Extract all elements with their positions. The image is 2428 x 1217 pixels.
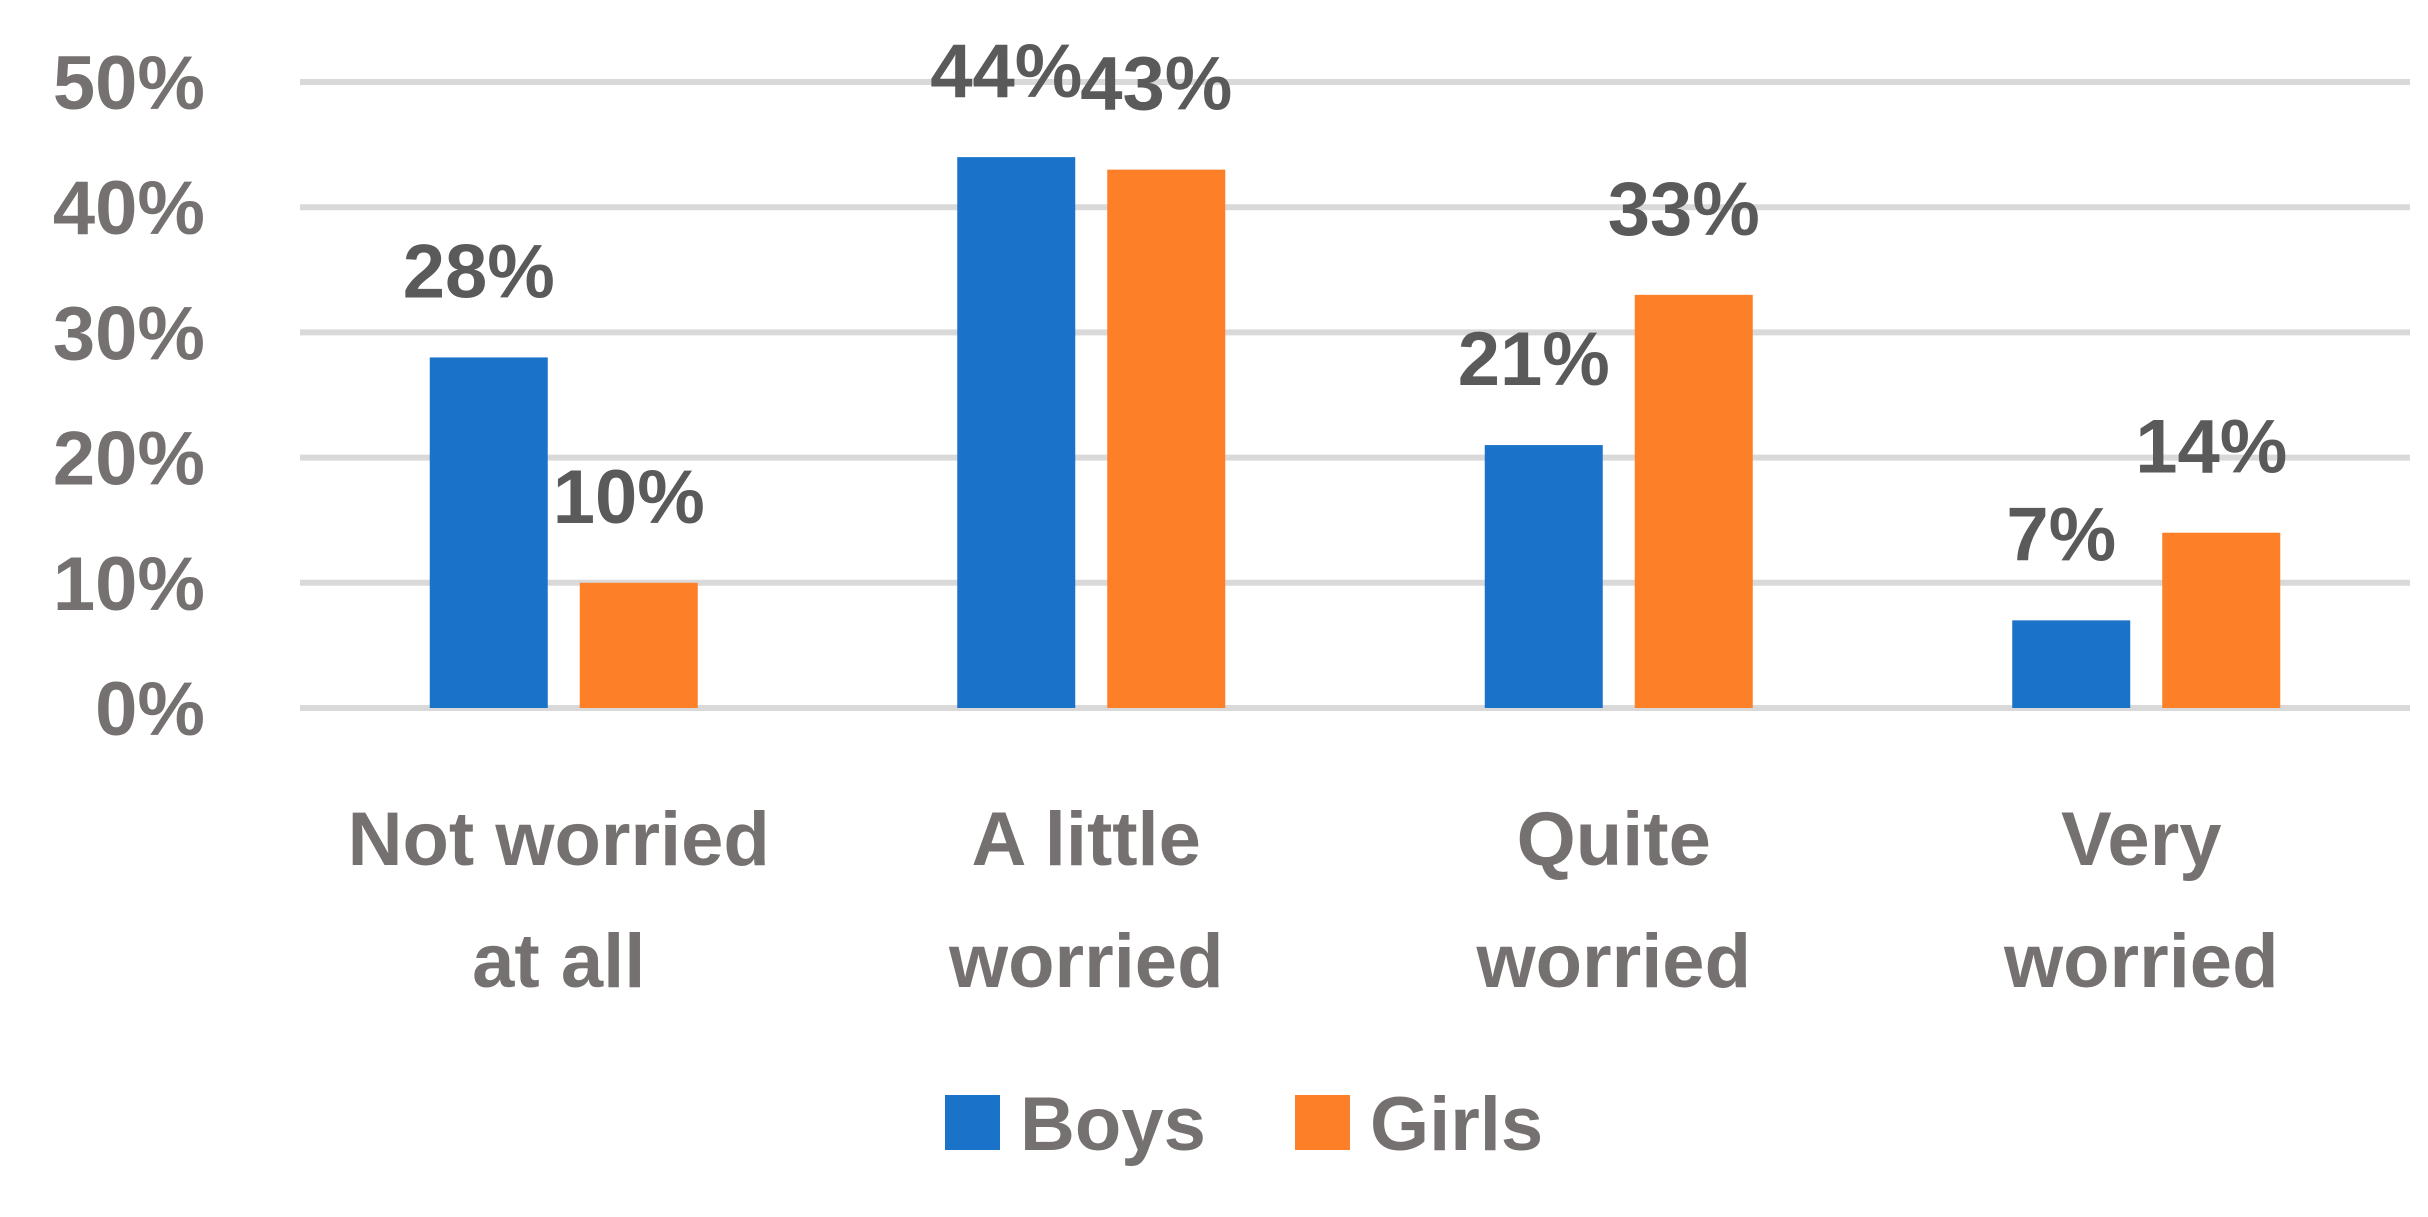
bar-girls — [1107, 169, 1226, 708]
y-tick-label: 0% — [95, 667, 205, 752]
data-label: 10% — [553, 455, 705, 540]
legend-label-boys: Boys — [1020, 1082, 1206, 1167]
bar-boys — [957, 157, 1076, 708]
x-tick-label: Very — [2061, 797, 2222, 882]
x-tick-label: A little — [972, 797, 1201, 882]
data-label: 14% — [2135, 405, 2287, 490]
y-tick-label: 20% — [53, 417, 205, 502]
data-label: 33% — [1608, 167, 1760, 252]
bars — [429, 157, 2281, 708]
bar-boys — [429, 357, 548, 708]
x-tick-label: Not worried — [348, 797, 770, 882]
y-tick-label: 30% — [53, 291, 205, 376]
x-tick-label: worried — [948, 919, 1224, 1004]
data-label: 44% — [930, 29, 1082, 114]
bar-boys — [1484, 445, 1603, 708]
legend-swatch-girls — [1295, 1095, 1350, 1150]
bar-girls — [2162, 532, 2281, 708]
x-tick-label: worried — [2003, 919, 2279, 1004]
x-tick-label: worried — [1476, 919, 1752, 1004]
y-axis: 0% 10% 20% 30% 40% 50% — [53, 41, 205, 752]
y-tick-label: 50% — [53, 41, 205, 126]
legend-label-girls: Girls — [1370, 1082, 1543, 1167]
bar-boys — [2012, 620, 2131, 708]
y-tick-label: 10% — [53, 542, 205, 627]
x-tick-label: at all — [472, 919, 645, 1004]
y-tick-label: 40% — [53, 166, 205, 251]
data-label: 28% — [403, 229, 555, 314]
x-tick-label: Quite — [1517, 797, 1711, 882]
bar-girls — [579, 582, 698, 708]
data-label: 7% — [2006, 492, 2116, 577]
legend-swatch-boys — [945, 1095, 1000, 1150]
legend: Boys Girls — [945, 1082, 1543, 1167]
data-label: 21% — [1458, 317, 1610, 402]
bar-girls — [1634, 294, 1753, 708]
data-label: 43% — [1080, 42, 1232, 127]
data-labels: 28% 10% 44%43% 21% 33% 7%14% — [403, 29, 2288, 577]
x-axis: Not worried at all A little worried Quite wor… — [348, 797, 2279, 1004]
